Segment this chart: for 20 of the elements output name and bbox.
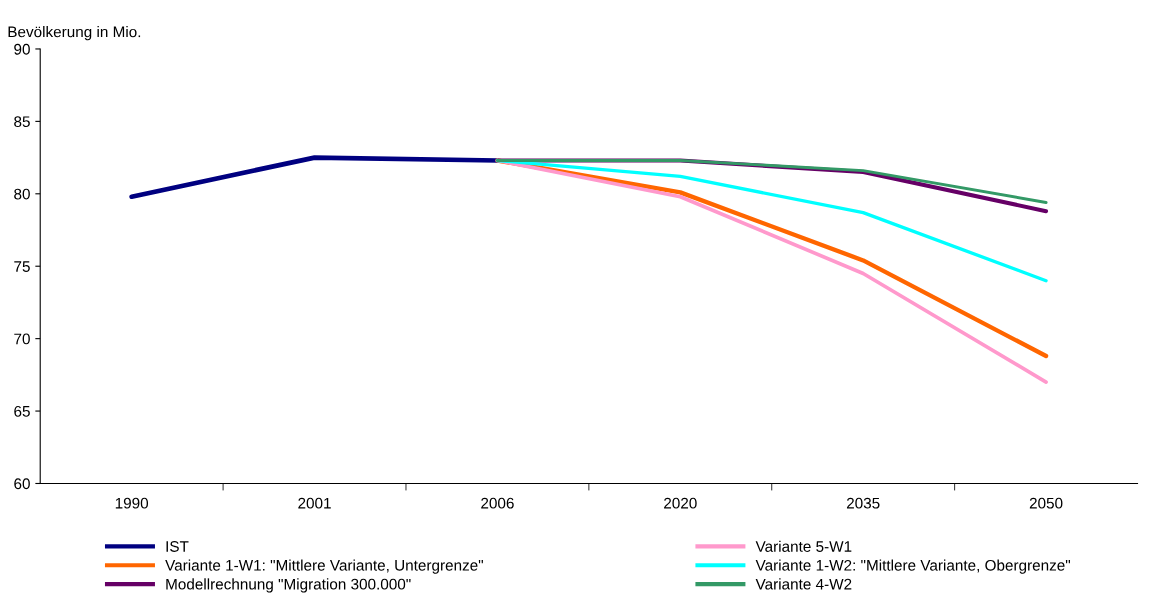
y-tick-label: 70	[14, 333, 30, 345]
y-axis-title: Bevölkerung in Mio.	[8, 26, 141, 41]
legend-label: IST	[166, 541, 189, 552]
y-tick-label: 80	[14, 188, 30, 200]
y-tick-label: 90	[14, 43, 30, 55]
legend-label: Variante 5-W1	[755, 540, 852, 552]
x-tick-label: 2050	[1029, 497, 1063, 509]
y-tick-label: 60	[14, 478, 30, 490]
legend-label: Variante 4-W2	[755, 578, 852, 590]
x-tick-label: 2035	[846, 497, 880, 509]
legend-label: Variante 1-W2: "Mittlere Variante, Obergrenze"	[755, 559, 1071, 574]
legend-label: Modellrechnung "Migration 300.000"	[166, 578, 411, 593]
x-tick-label: 1990	[115, 497, 149, 509]
x-tick-label: 2020	[664, 497, 697, 509]
legend-label: Variante 1-W1: "Mittlere Variante, Untergrenze"	[165, 559, 483, 574]
y-tick-label: 85	[14, 116, 30, 128]
y-tick-label: 75	[14, 261, 30, 272]
y-tick-label: 65	[14, 405, 30, 417]
x-tick-label: 2001	[298, 497, 331, 509]
x-tick-label: 2006	[481, 497, 514, 509]
